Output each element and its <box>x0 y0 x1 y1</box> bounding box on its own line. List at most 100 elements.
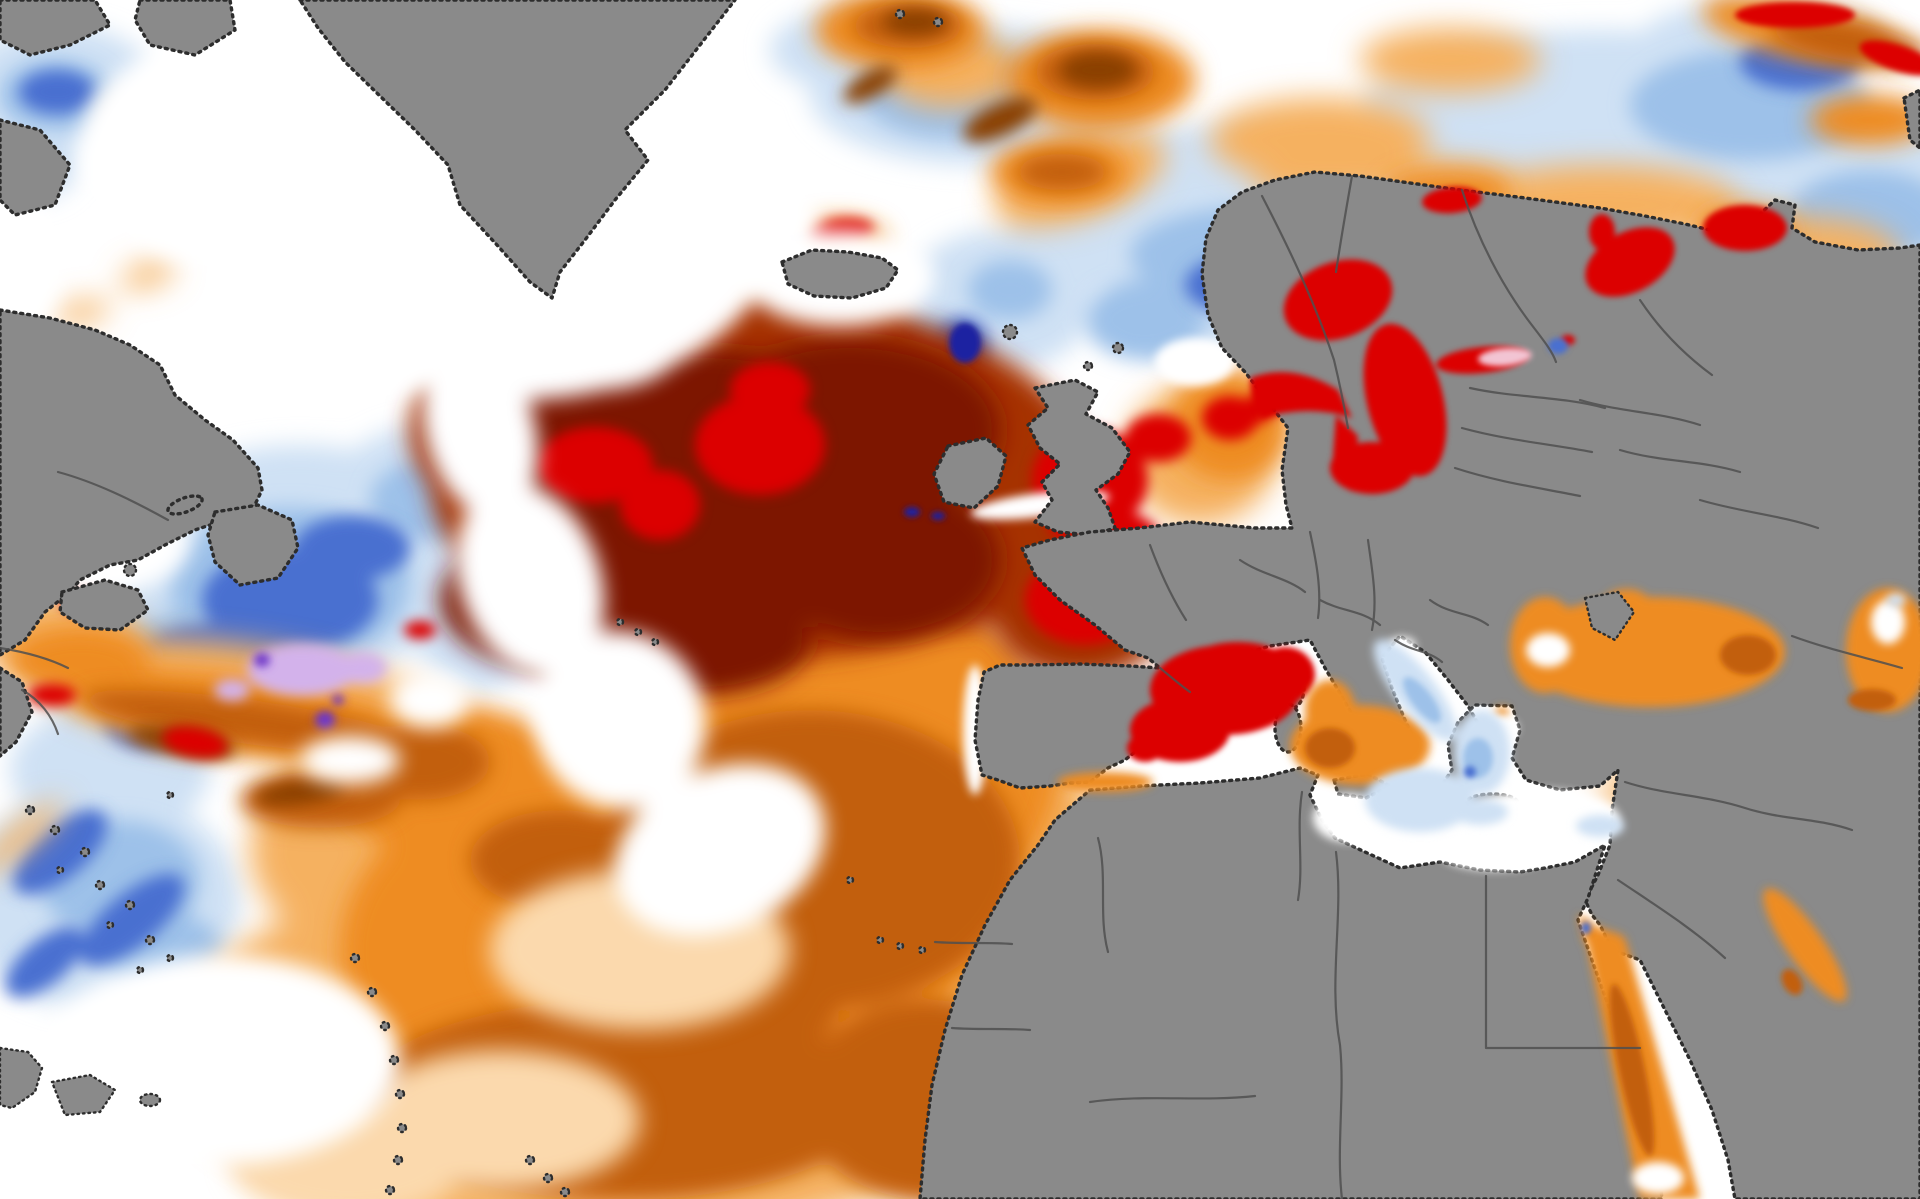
bahamas-islet <box>49 824 61 836</box>
anomaly-layer-purple-shape <box>332 695 344 705</box>
aegean-cool-dot <box>1464 766 1476 778</box>
ice-and-neutral-overlay-shape <box>700 185 820 245</box>
anomaly-layer-orange-shape <box>1810 95 1920 145</box>
pechora-coast-warm <box>1703 205 1787 251</box>
anomaly-layer-light-orange-shape <box>1210 98 1430 182</box>
antilles-islet <box>392 1154 404 1166</box>
hispaniola <box>50 1073 117 1117</box>
red-sea-south-neutral <box>1632 1162 1684 1194</box>
border-karelia <box>1638 298 1714 377</box>
jan-mayen <box>894 8 906 20</box>
ice-and-neutral-overlay-shape <box>421 341 539 519</box>
marginal-sea-pink <box>1478 347 1532 367</box>
bahamas-islet <box>144 934 156 946</box>
azores-islet <box>615 617 625 627</box>
bahamas-islet <box>55 865 65 875</box>
bahamas-islet <box>24 804 36 816</box>
anomaly-layer-purple <box>254 653 344 729</box>
anticosti-island <box>166 494 204 516</box>
madeira <box>845 875 855 885</box>
border-central-europe <box>1148 530 1376 632</box>
anomaly-layer-hot-red-shape <box>695 395 825 495</box>
anomaly-layer-lavender-shape <box>337 652 387 684</box>
land-repaint-shape <box>1583 590 1636 642</box>
south-baltic-warm <box>1330 442 1414 494</box>
anomaly-layer-lavender-shape <box>247 644 357 696</box>
border-canada-us <box>0 470 170 736</box>
border-egypt-libya-sudan <box>1484 874 1642 1050</box>
antilles-islet <box>366 986 378 998</box>
border-pyrenees <box>1158 666 1192 694</box>
anomaly-layer-hot-red-shape <box>404 621 436 639</box>
canary-islet <box>917 945 927 955</box>
gulf-of-gabes-neutral <box>1313 794 1383 842</box>
anomaly-layer-light-blue-shape <box>968 260 1052 320</box>
anomaly-layer-light-orange-shape <box>121 261 175 289</box>
border-west-sahara <box>933 940 1032 1032</box>
sardinia-channel-dark <box>1305 728 1355 768</box>
anomaly-layer-navy-shape <box>904 507 920 517</box>
neutral-overlay-fine-shape <box>1155 338 1235 386</box>
ice-and-neutral-overlay-shape <box>220 200 480 400</box>
ireland <box>932 436 1008 510</box>
anomaly-layer-hot-red-shape <box>162 726 228 758</box>
border-arabia <box>1616 878 1727 960</box>
bahamas-islet <box>124 899 136 911</box>
arctic-canada-islands <box>0 0 112 57</box>
canary-islet <box>875 935 885 945</box>
antilles-islet <box>349 952 361 964</box>
cape-verde-islet <box>524 1154 536 1166</box>
anomaly-layer-light-orange-shape <box>1360 28 1540 92</box>
anomaly-layer-navy-shape <box>931 512 945 520</box>
anomaly-layer-brown-shape <box>963 97 1037 143</box>
cuba <box>0 1046 44 1110</box>
faroe-islands <box>1001 323 1019 341</box>
marmara-warm <box>1495 707 1509 717</box>
arctic-corner-warm-2 <box>1859 40 1920 76</box>
anomaly-layer-dark-maroon-shape <box>760 480 1000 640</box>
anomaly-layer-hot-red-shape <box>28 684 76 706</box>
black-sea-dark-spot <box>1720 635 1776 675</box>
border-caucasus <box>1790 634 1904 670</box>
ice-and-neutral-overlay-shape <box>534 630 706 810</box>
border-algeria-tunisia-libya <box>1296 790 1344 1199</box>
newfoundland <box>206 503 300 587</box>
caspian-south-rim <box>1848 689 1896 711</box>
north-africa-landmass <box>918 766 1664 1199</box>
antilles-islet <box>384 1184 396 1196</box>
red-sea-core <box>1609 983 1655 1157</box>
anomaly-layer-hot-red-shape <box>730 362 810 418</box>
anomaly-layer-pale-orange-shape <box>360 1050 640 1190</box>
ionian-cool <box>1365 768 1475 832</box>
border-baltics <box>1453 386 1607 498</box>
gulf-of-aqaba-warm <box>1600 928 1622 955</box>
border-norway-sweden <box>1260 194 1350 430</box>
antilles-islet <box>388 1054 400 1066</box>
bahamas-islet <box>165 953 175 963</box>
anomaly-layer-hot-red-shape <box>620 470 700 540</box>
ice-and-neutral-overlay-shape <box>455 483 605 677</box>
iceland-landmass <box>780 248 900 300</box>
antilles-islet <box>379 1020 391 1032</box>
anomaly-layer-mid-blue-shape <box>12 809 108 895</box>
bahamas-islet <box>79 846 91 858</box>
border-ukraine-russia <box>1578 398 1820 530</box>
caspian-north-cool <box>1886 593 1906 607</box>
white-sea-neck <box>1589 214 1615 250</box>
prince-edward-island <box>122 562 138 578</box>
anomaly-layer-brown-shape <box>843 66 897 104</box>
baltic-sea-warm <box>1363 323 1447 477</box>
adriatic-cool-core <box>1403 677 1441 723</box>
border-morocco-algeria <box>1096 836 1110 954</box>
arctic-corner-warm <box>1735 2 1855 28</box>
ice-and-neutral-overlay-shape <box>300 736 400 784</box>
crimea-peninsula <box>1583 590 1636 642</box>
bahamas-islet <box>105 920 115 930</box>
border-sahel <box>1088 1094 1257 1104</box>
ice-and-neutral-overlay-shape <box>614 763 826 937</box>
anomaly-layer-navy-shape <box>949 323 981 363</box>
levant-cool-spot <box>1576 815 1624 837</box>
